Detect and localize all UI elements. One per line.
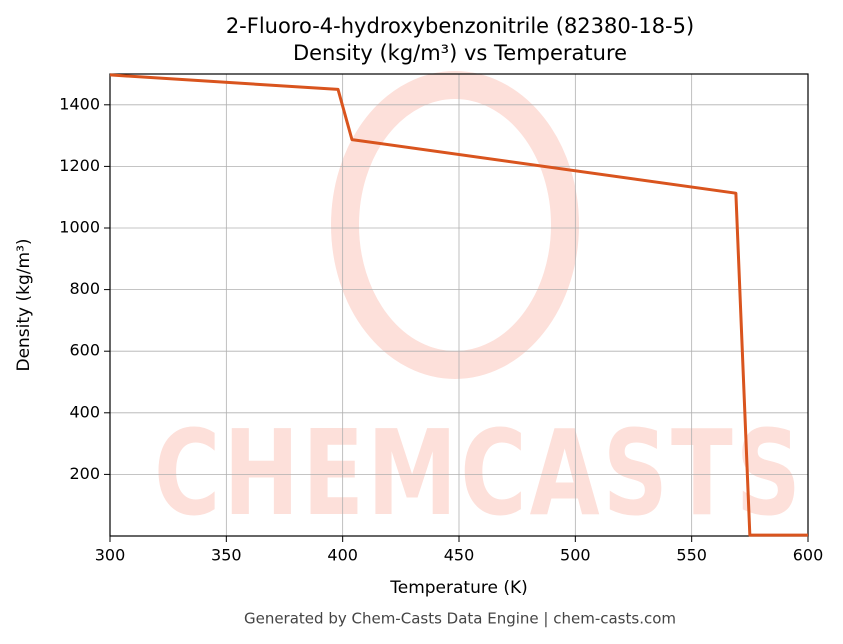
x-tick-label: 600 xyxy=(793,546,824,565)
x-tick-label: 400 xyxy=(327,546,358,565)
y-tick-label: 400 xyxy=(69,402,100,421)
y-tick-label: 800 xyxy=(69,279,100,298)
watermark: CHEMCASTS xyxy=(154,404,804,542)
chart-subtitle: Density (kg/m³) vs Temperature xyxy=(293,41,627,65)
y-axis-label: Density (kg/m³) xyxy=(14,238,34,371)
x-tick-label: 550 xyxy=(676,546,707,565)
y-tick-label: 1000 xyxy=(59,218,100,237)
y-tick-label: 200 xyxy=(69,464,100,483)
chart-title: 2-Fluoro-4-hydroxybenzonitrile (82380-18… xyxy=(226,14,694,38)
y-tick-label: 1400 xyxy=(59,94,100,113)
y-tick-label: 1200 xyxy=(59,156,100,175)
watermark-logo xyxy=(331,71,579,379)
data-line xyxy=(109,73,808,537)
y-tick-label: 600 xyxy=(69,341,100,360)
plot-frame xyxy=(109,73,809,537)
x-tick-label: 500 xyxy=(560,546,591,565)
x-tick-label: 450 xyxy=(444,546,475,565)
footer: Generated by Chem-Casts Data Engine | ch… xyxy=(244,610,676,628)
x-tick-label: 350 xyxy=(211,546,242,565)
x-axis-label: Temperature (K) xyxy=(389,578,528,598)
x-tick-label: 300 xyxy=(95,546,126,565)
